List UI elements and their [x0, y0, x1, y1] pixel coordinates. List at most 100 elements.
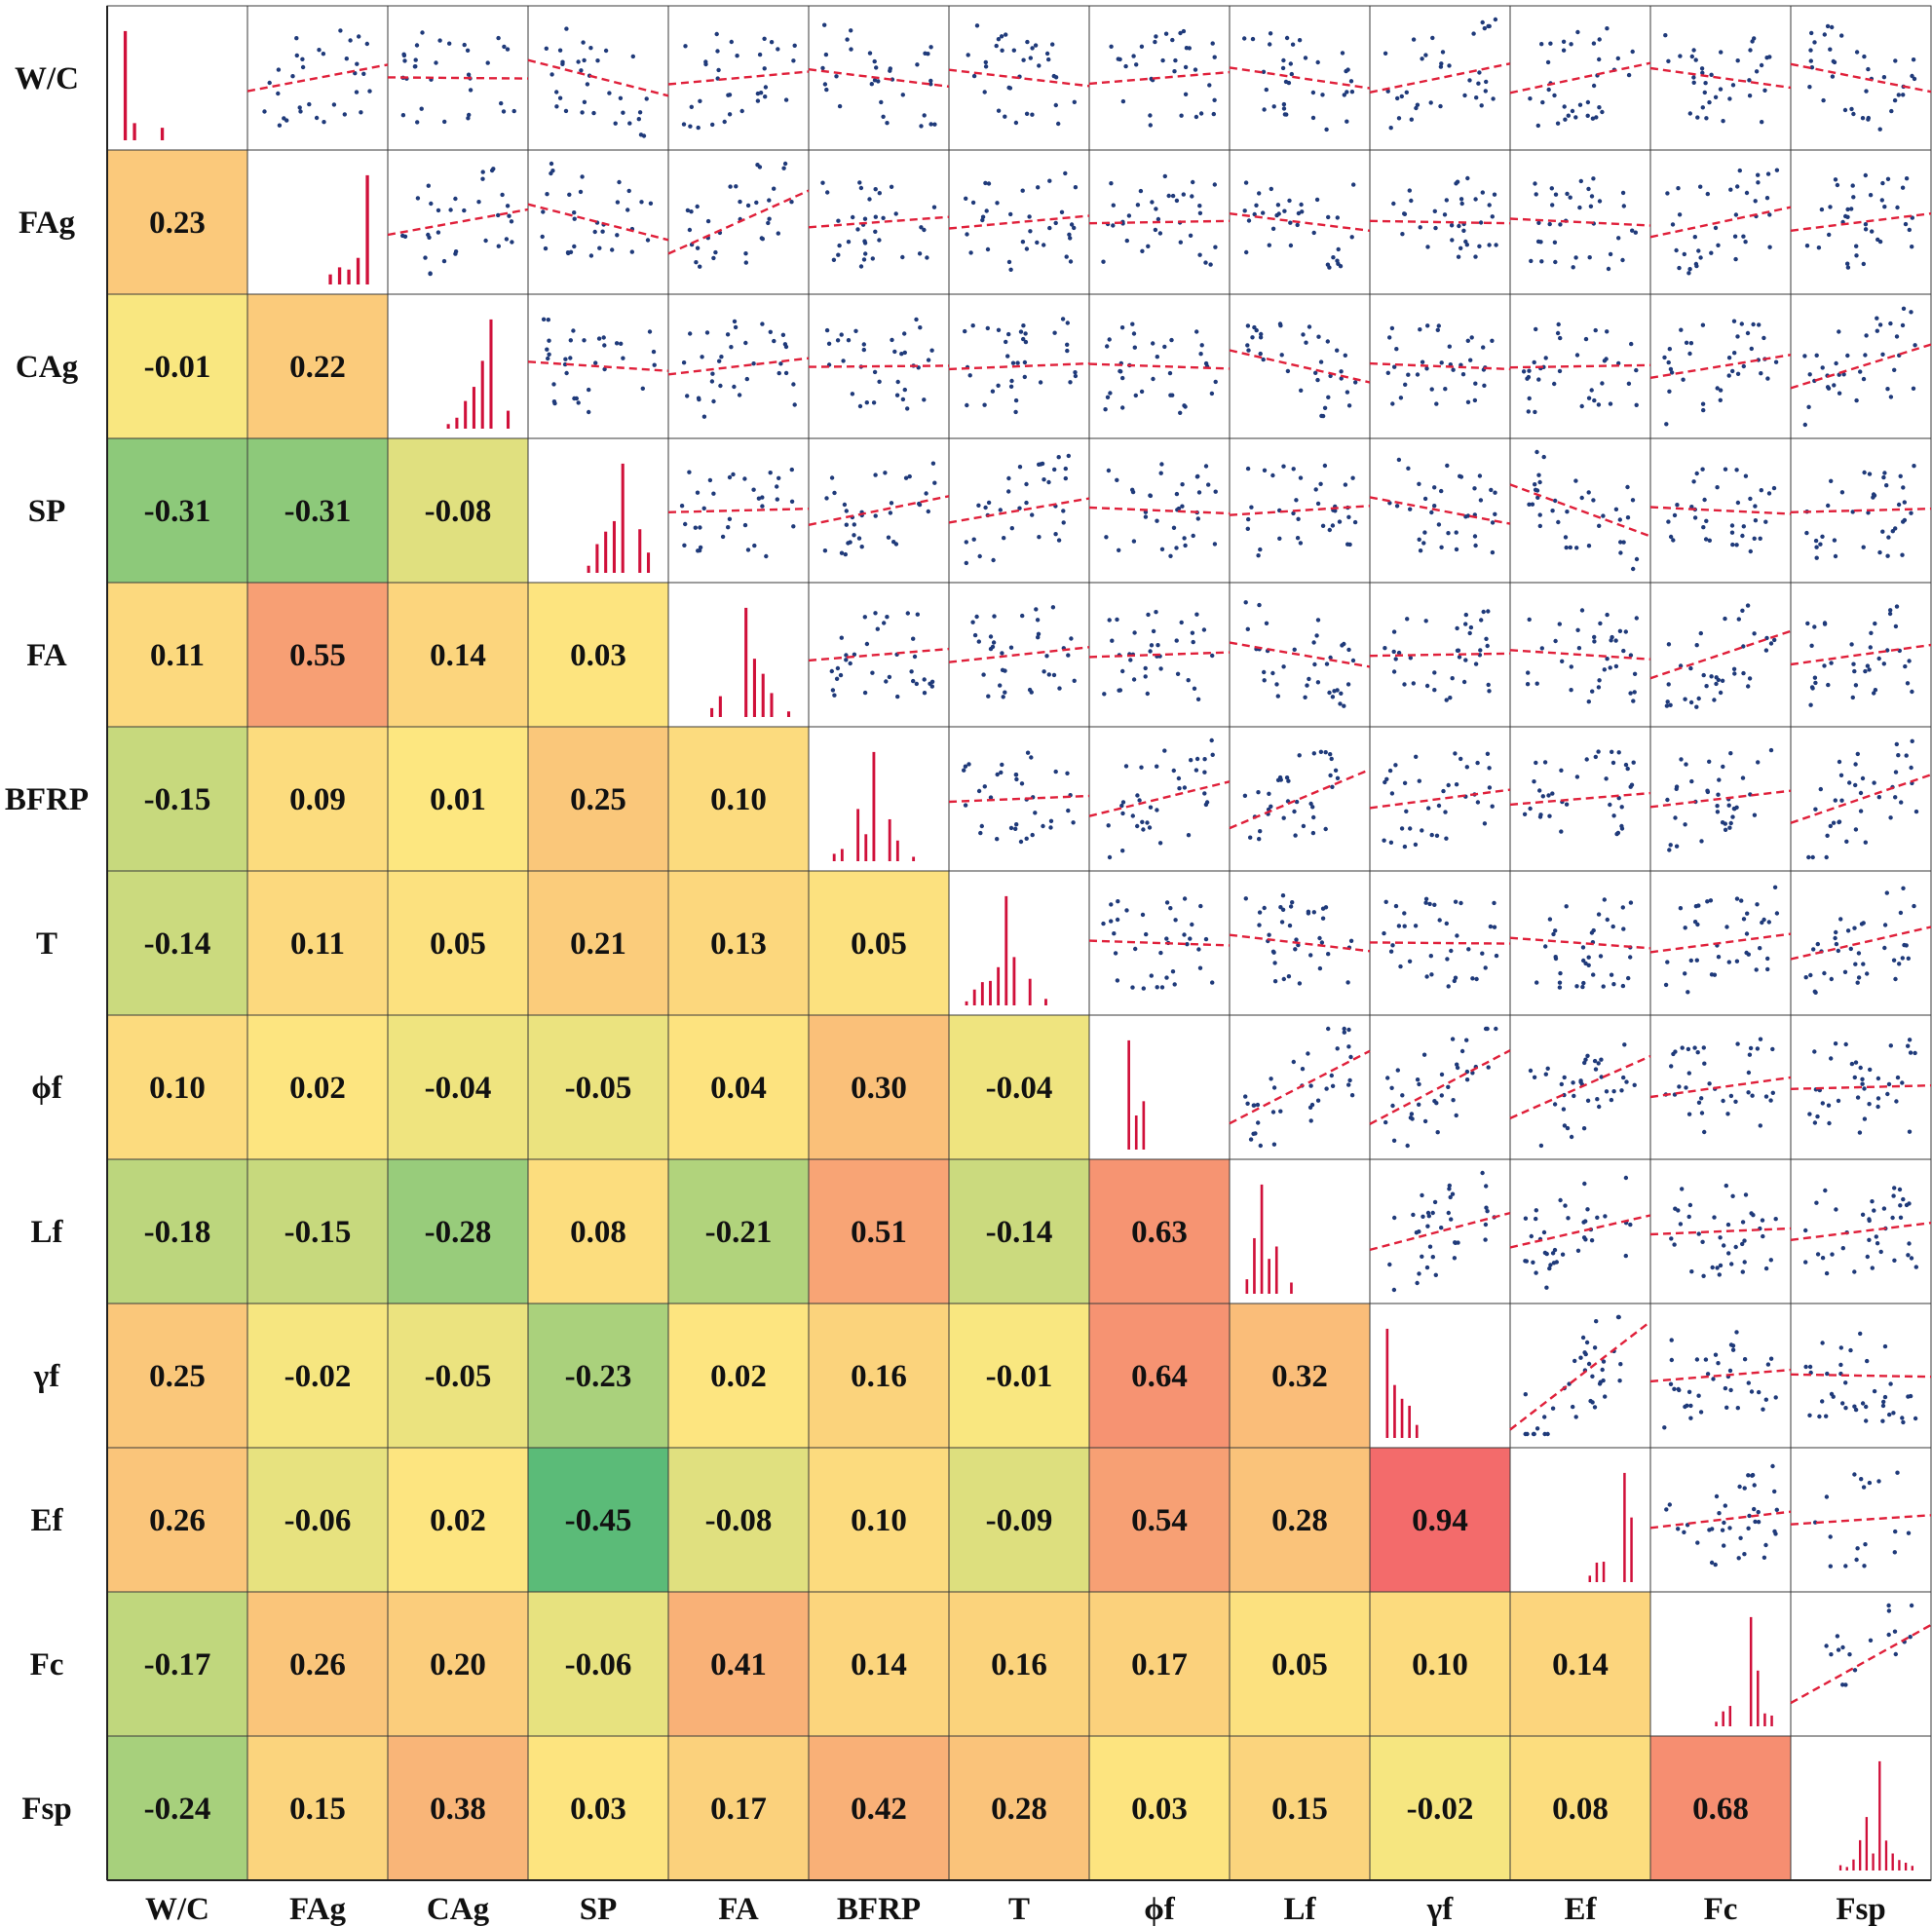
scatter-point	[1155, 643, 1160, 648]
corr-value-fa-sp: 0.03	[570, 638, 626, 673]
scatter-point	[1564, 904, 1569, 909]
scatter-point	[1174, 491, 1180, 497]
scatter-point	[511, 108, 516, 114]
scatter-point	[1600, 109, 1605, 115]
scatter-point	[1009, 378, 1014, 384]
scatter-point	[1872, 493, 1877, 498]
scatter-points-t-fc	[1663, 885, 1780, 995]
scatter-points-fa-t	[970, 605, 1077, 699]
scatter-point	[572, 244, 577, 249]
scatter-point	[1528, 1068, 1534, 1074]
scatter-point	[1528, 806, 1533, 812]
scatter-point	[1135, 823, 1140, 829]
scatter-point	[789, 200, 794, 205]
corr-value-t-cag: 0.05	[430, 926, 486, 962]
scatter-point	[1870, 1199, 1875, 1204]
scatter-point	[1464, 765, 1470, 770]
scatter-point	[1688, 958, 1694, 964]
scatter-point	[1008, 384, 1014, 389]
scatter-point	[1833, 935, 1837, 941]
scatter-point	[1424, 1265, 1430, 1270]
scatter-point	[1892, 1258, 1897, 1264]
scatter-point	[1683, 971, 1687, 976]
scatter-point	[1552, 1247, 1558, 1253]
scatter-point	[885, 121, 890, 126]
scatter-point	[1300, 1067, 1306, 1072]
scatter-point	[1672, 512, 1678, 518]
scatter-cell-w-c-gammaf	[1369, 5, 1511, 151]
scatter-point	[1120, 375, 1125, 381]
scatter-point	[1585, 113, 1590, 119]
scatter-point	[1860, 1081, 1865, 1086]
scatter-point	[1601, 513, 1606, 518]
scatter-point	[1913, 1416, 1918, 1421]
row-label-sp: SP	[28, 494, 66, 529]
corr-value-phif-fag: 0.02	[289, 1071, 346, 1106]
scatter-point	[1703, 1357, 1709, 1362]
scatter-point	[1333, 509, 1338, 513]
scatter-point	[582, 57, 587, 63]
scatter-point	[1131, 539, 1137, 544]
scatter-point	[1850, 183, 1855, 188]
scatter-point	[1538, 1143, 1544, 1149]
scatter-point	[1311, 910, 1317, 915]
scatter-point	[1664, 703, 1670, 708]
corr-value-phif-bfrp: 0.30	[851, 1071, 907, 1106]
scatter-point	[1818, 542, 1823, 547]
scatter-point	[1120, 849, 1125, 853]
scatter-point	[1164, 975, 1169, 980]
scatter-point	[726, 93, 731, 97]
scatter-point	[1322, 405, 1328, 410]
scatter-point	[1307, 676, 1311, 682]
corr-value-sp-w-c: -0.31	[144, 494, 211, 529]
scatter-point	[1667, 848, 1672, 852]
corr-value-ef-sp: -0.45	[565, 1503, 632, 1538]
scatter-point	[1809, 30, 1814, 36]
scatter-point	[714, 31, 719, 37]
scatter-point	[1882, 1343, 1888, 1349]
scatter-point	[1254, 203, 1259, 208]
scatter-point	[869, 82, 874, 87]
scatter-point	[838, 672, 844, 678]
scatter-point	[1298, 541, 1304, 546]
scatter-point	[1272, 961, 1277, 965]
scatter-point	[1598, 1379, 1604, 1384]
scatter-point	[1391, 629, 1397, 634]
hist-bar	[786, 711, 791, 717]
scatter-point	[877, 238, 882, 243]
scatter-point	[990, 389, 996, 394]
scatter-point	[1548, 41, 1553, 46]
scatter-point	[1631, 566, 1636, 572]
scatter-point	[1596, 685, 1602, 690]
scatter-point	[970, 620, 975, 624]
scatter-point	[1432, 902, 1437, 907]
scatter-point	[1832, 538, 1837, 543]
scatter-point	[687, 227, 693, 233]
scatter-point	[1458, 756, 1463, 762]
scatter-point	[1722, 1243, 1726, 1248]
scatter-point	[1530, 502, 1535, 507]
scatter-point	[1720, 678, 1725, 683]
scatter-point	[1729, 1262, 1734, 1266]
scatter-point	[1909, 765, 1913, 771]
scatter-point	[1666, 359, 1671, 365]
scatter-point	[501, 109, 507, 114]
scatter-points-w-c-sp	[544, 26, 649, 138]
hist-bar	[1588, 1575, 1592, 1582]
scatter-point	[1831, 58, 1837, 64]
scatter-point	[892, 349, 897, 355]
scatter-point	[1882, 945, 1887, 951]
scatter-point	[1434, 1101, 1439, 1106]
scatter-point	[1553, 192, 1559, 197]
fit-line-fag-t	[948, 214, 1090, 230]
scatter-point	[442, 119, 447, 125]
scatter-point	[895, 694, 900, 699]
scatter-point	[1537, 479, 1542, 485]
scatter-point	[1383, 51, 1388, 56]
scatter-point	[1533, 409, 1537, 415]
hist-bar	[770, 693, 774, 717]
scatter-point	[1490, 520, 1496, 525]
scatter-point	[641, 133, 647, 138]
scatter-point	[1335, 775, 1341, 780]
hist-cell-ef	[1509, 1447, 1651, 1593]
